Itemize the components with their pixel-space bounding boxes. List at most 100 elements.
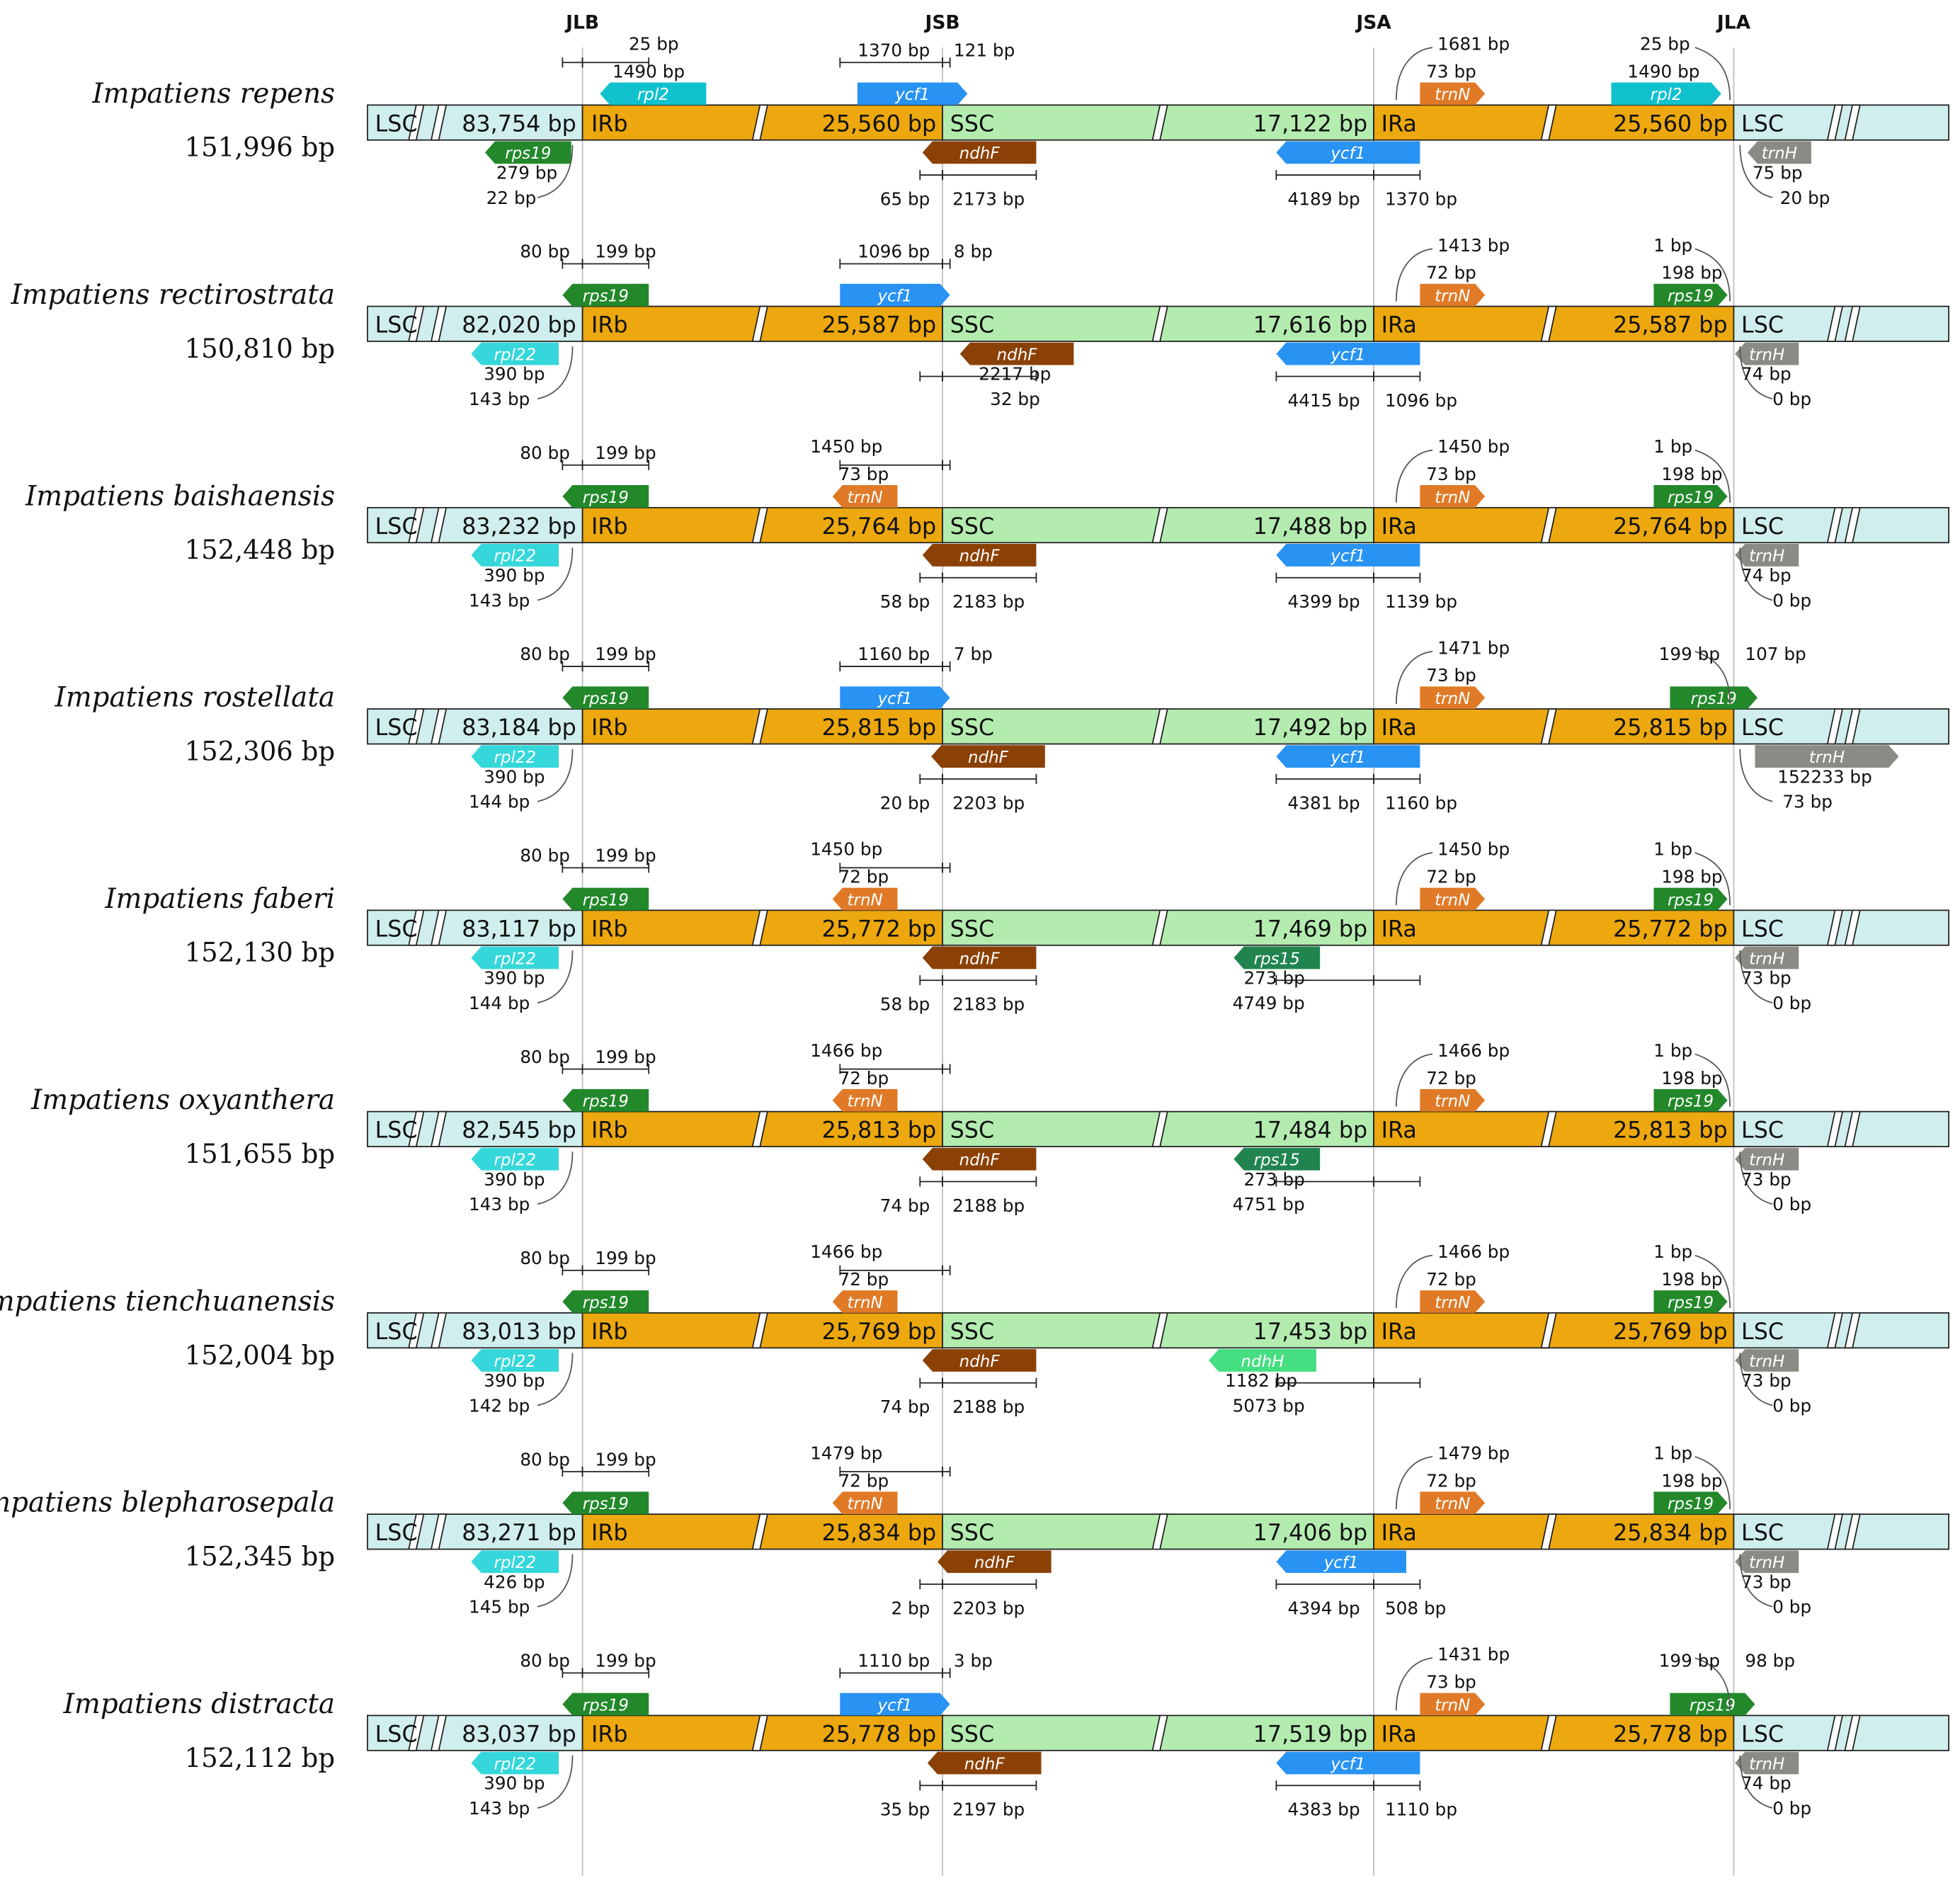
- bp-annotation: 72 bp: [1426, 1068, 1476, 1088]
- bp-annotation: 143 bp: [469, 389, 530, 409]
- length-ruler: [1373, 1377, 1421, 1388]
- region-break-mark: [1540, 104, 1557, 141]
- length-ruler: [942, 1467, 951, 1477]
- bp-annotation: 1479 bp: [810, 1443, 882, 1463]
- gene-trnN-arrow: [1420, 887, 1486, 911]
- gene-rpl22-label: rpl22: [494, 749, 537, 767]
- gene-rps19-label: rps19: [583, 891, 629, 909]
- bp-annotation: 1466 bp: [810, 1241, 882, 1262]
- region-break-mark: [1540, 909, 1557, 946]
- length-ruler: [1373, 1579, 1421, 1590]
- bp-annotation: 1 bp: [1653, 1443, 1692, 1463]
- length-ruler: [942, 1579, 1037, 1590]
- length-ruler: [581, 460, 650, 470]
- gene-trnN-label: trnN: [1435, 1294, 1470, 1312]
- gene-trnH-label: trnH: [1749, 547, 1784, 566]
- bp-annotation: 73 bp: [1426, 1672, 1476, 1693]
- gene-ycf1-arrow: [1276, 342, 1420, 365]
- bp-annotation: 4381 bp: [1288, 792, 1360, 813]
- bp-annotation: 7 bp: [954, 644, 993, 664]
- bp-annotation: 121 bp: [954, 40, 1015, 60]
- bp-annotation: 72 bp: [1426, 263, 1476, 283]
- junction-label-jla: JLA: [1716, 12, 1751, 34]
- gene-trnN-label: trnN: [1435, 288, 1470, 306]
- bp-annotation: 199 bp: [595, 1248, 656, 1268]
- gene-rps19-arrow: [562, 1693, 649, 1716]
- region-label-irb: IRb: [591, 1118, 628, 1144]
- gene-rps19-label: rps19: [583, 288, 629, 306]
- bp-annotation: 390 bp: [484, 364, 545, 385]
- irb-length: 25,813 bp: [822, 1118, 937, 1144]
- gene-trnN-arrow: [1420, 1290, 1486, 1313]
- species-name: Impatiens baishaensis: [25, 480, 335, 512]
- bp-annotation: 1370 bp: [858, 40, 930, 60]
- bp-annotation: 199 bp: [595, 644, 656, 664]
- bp-annotation: 73 bp: [1426, 464, 1476, 484]
- region-break-mark: [1826, 909, 1844, 946]
- gene-trnH-arrow: [1735, 1550, 1799, 1574]
- species-row: Impatiens rostellata 152,306 bp LSC 83,184 …: [55, 637, 1949, 813]
- bp-annotation: 508 bp: [1385, 1598, 1446, 1618]
- leader-arrow: [537, 1554, 574, 1608]
- region-break-mark: [1826, 1110, 1844, 1147]
- length-ruler: [919, 371, 943, 382]
- length-ruler: [1373, 773, 1421, 785]
- length-ruler: [1373, 1176, 1421, 1187]
- genome-size: 152,004 bp: [185, 1340, 335, 1370]
- gene-ycf1-arrow: [840, 686, 950, 710]
- bp-annotation: 390 bp: [484, 766, 545, 787]
- leader-arrow: [537, 1151, 574, 1205]
- gene-ndhF-label: ndhF: [974, 1554, 1015, 1572]
- region-label-ssc: SSC: [950, 715, 995, 741]
- region-break-mark: [408, 1312, 425, 1349]
- bp-annotation: 199 bp: [595, 1651, 656, 1671]
- length-ruler: [942, 572, 1037, 583]
- length-ruler: [581, 1265, 650, 1275]
- gene-rps19-arrow: [1653, 1290, 1728, 1313]
- bp-annotation: 74 bp: [1741, 364, 1791, 385]
- bp-annotation: 75 bp: [1753, 162, 1803, 183]
- leader-arrow: [1395, 449, 1433, 503]
- gene-ycf1-label: ycf1: [1330, 144, 1365, 163]
- bp-annotation: 4189 bp: [1288, 189, 1360, 210]
- gene-rps19-arrow: [562, 485, 649, 508]
- leader-arrow: [537, 547, 574, 601]
- gene-trnH-label: trnH: [1749, 1755, 1784, 1773]
- region-label-ssc: SSC: [950, 1118, 995, 1144]
- bp-annotation: 1182 bp: [1225, 1370, 1297, 1391]
- bp-annotation: 273 bp: [1243, 1169, 1304, 1190]
- region-label-ssc: SSC: [950, 1520, 995, 1546]
- region-lsc-left: [367, 1110, 583, 1147]
- region-label-ira: IRa: [1381, 313, 1417, 339]
- gene-rpl2-label: rpl2: [637, 86, 669, 104]
- region-break-mark: [430, 305, 448, 342]
- genome-size: 152,345 bp: [185, 1542, 335, 1572]
- region-label-ira: IRa: [1381, 1520, 1417, 1546]
- bp-annotation: 2183 bp: [952, 994, 1025, 1015]
- region-break-mark: [1844, 708, 1861, 745]
- region-break-mark: [1540, 708, 1557, 745]
- bp-annotation: 25 bp: [1640, 34, 1690, 55]
- gene-ycf1-label: ycf1: [1330, 346, 1365, 364]
- region-break-mark: [1844, 1110, 1861, 1147]
- gene-rpl2-arrow: [1611, 82, 1721, 106]
- bp-annotation: 72 bp: [839, 1068, 889, 1088]
- bp-annotation: 74 bp: [880, 1195, 930, 1216]
- lsc-length: 83,037 bp: [462, 1722, 576, 1747]
- gene-trnN-arrow: [832, 1290, 898, 1313]
- region-break-mark: [1540, 506, 1557, 544]
- length-ruler: [919, 572, 943, 583]
- gene-rpl22-arrow: [471, 342, 559, 365]
- gene-trnH-arrow: [1735, 1751, 1799, 1775]
- bp-annotation: 2217 bp: [979, 364, 1051, 385]
- bp-annotation: 72 bp: [839, 1470, 889, 1491]
- length-ruler: [942, 773, 1037, 785]
- length-ruler: [942, 170, 1037, 181]
- length-ruler: [942, 258, 951, 269]
- gene-rps19-arrow: [1653, 283, 1728, 307]
- genome-size: 152,448 bp: [185, 535, 335, 565]
- region-label-irb: IRb: [591, 715, 628, 741]
- gene-trnH-arrow: [1735, 946, 1799, 969]
- bp-annotation: 144 bp: [469, 993, 530, 1013]
- bp-annotation: 73 bp: [1741, 968, 1791, 989]
